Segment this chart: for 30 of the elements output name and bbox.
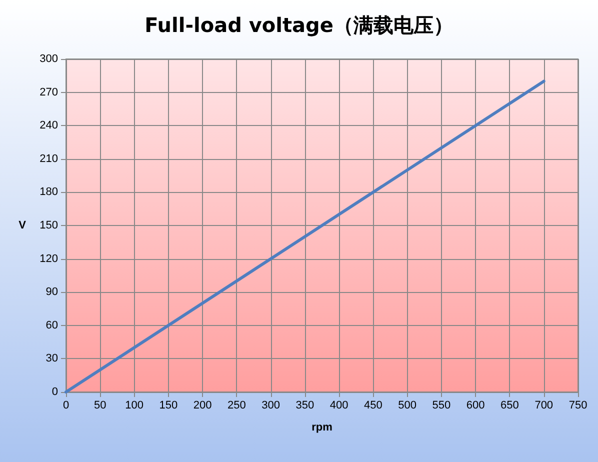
x-tick-label: 0 (62, 400, 70, 412)
y-tick-label: 0 (52, 386, 58, 398)
x-tick-label: 300 (262, 400, 280, 412)
y-tick-label: 270 (40, 86, 58, 98)
y-tick-label: 90 (46, 286, 58, 298)
x-tick-label: 650 (500, 400, 519, 412)
x-tick-label: 250 (227, 400, 246, 412)
x-tick-label: 100 (125, 400, 144, 412)
x-tick-label: 750 (568, 400, 588, 412)
y-tick-label: 180 (40, 186, 58, 198)
x-tick-label: 450 (364, 400, 382, 412)
x-tick-label: 600 (466, 400, 485, 412)
x-axis-title: rpm (312, 422, 333, 434)
x-tick-label: 50 (94, 400, 106, 412)
y-tick-label: 30 (46, 352, 58, 365)
y-tick-label: 300 (40, 53, 58, 65)
x-tick-label: 500 (398, 400, 417, 412)
x-tick-label: 200 (193, 400, 212, 412)
x-tick-label: 400 (330, 400, 348, 412)
y-tick-label: 210 (40, 152, 58, 165)
y-axis-title: V (18, 220, 27, 232)
y-tick-label: 120 (40, 252, 58, 265)
x-tick-label: 350 (296, 400, 314, 412)
y-tick-label: 60 (46, 319, 58, 332)
x-tick-label: 700 (534, 400, 554, 412)
y-tick-label: 240 (40, 120, 58, 132)
chart-title: Full-load voltage（满载电压） (144, 13, 454, 37)
x-tick-label: 550 (432, 400, 451, 412)
y-tick-label: 150 (40, 220, 58, 232)
x-tick-label: 150 (159, 400, 178, 412)
